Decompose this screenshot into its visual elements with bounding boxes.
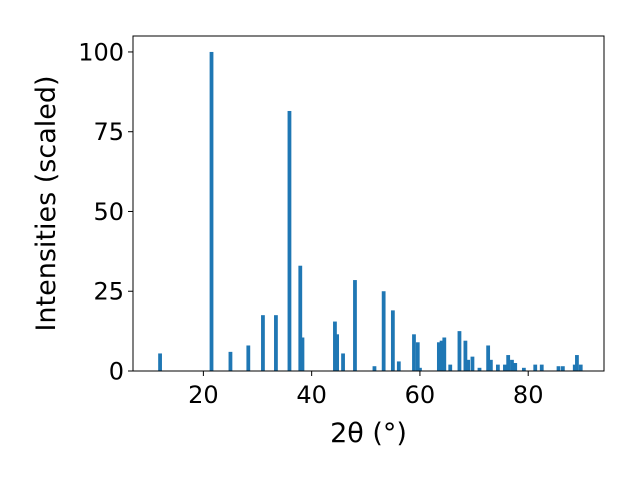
x-ticks-group: 20 40 60 80 xyxy=(188,371,543,409)
y-axis-label: Intensities (scaled) xyxy=(31,75,62,331)
bar xyxy=(158,353,162,371)
x-tick-label: 20 xyxy=(188,381,219,409)
bar xyxy=(510,359,514,371)
y-tick-label: 50 xyxy=(93,198,124,226)
bar xyxy=(575,355,579,371)
y-ticks-group: 0 25 50 75 100 xyxy=(78,38,133,386)
bar xyxy=(333,321,337,371)
bar xyxy=(572,364,577,371)
bar xyxy=(415,342,420,371)
x-axis-label: 2θ (°) xyxy=(330,418,407,449)
bar xyxy=(372,366,377,371)
bar xyxy=(381,291,386,371)
bar xyxy=(439,340,444,371)
bar xyxy=(506,355,511,371)
bar xyxy=(261,315,265,371)
bar xyxy=(341,353,345,371)
x-tick-label: 80 xyxy=(513,381,544,409)
y-tick-label: 25 xyxy=(93,278,124,306)
bar xyxy=(300,337,305,371)
bar xyxy=(556,366,561,371)
bar xyxy=(578,364,583,371)
bar xyxy=(457,331,462,371)
bar xyxy=(436,342,441,371)
y-tick-label: 75 xyxy=(93,118,124,146)
bar xyxy=(209,51,214,371)
bar xyxy=(390,310,395,371)
bar xyxy=(228,351,233,371)
bar xyxy=(539,364,544,371)
bar xyxy=(418,367,422,371)
y-tick-label: 0 xyxy=(109,358,124,386)
bar xyxy=(246,345,251,371)
plot-frame xyxy=(132,35,605,372)
bar xyxy=(448,364,453,371)
bar xyxy=(353,280,357,371)
bar xyxy=(412,334,416,371)
bar xyxy=(486,345,491,371)
bar xyxy=(521,367,526,371)
bar xyxy=(560,366,565,371)
bar xyxy=(533,364,538,371)
bar xyxy=(335,334,339,371)
x-tick-label: 40 xyxy=(296,381,327,409)
bar xyxy=(466,359,471,371)
bar xyxy=(298,265,303,371)
bars-group xyxy=(158,51,583,371)
bar xyxy=(513,363,518,371)
x-tick-label: 60 xyxy=(405,381,436,409)
bar xyxy=(470,356,475,371)
bar xyxy=(396,361,401,371)
plot-background xyxy=(133,36,604,371)
bar xyxy=(463,340,468,371)
y-tick-label: 100 xyxy=(78,38,124,66)
bar xyxy=(495,364,500,371)
bar xyxy=(274,315,278,371)
bar xyxy=(442,337,447,371)
bar xyxy=(477,367,482,371)
bar xyxy=(503,364,507,371)
bar xyxy=(287,110,292,371)
bar xyxy=(488,359,493,371)
